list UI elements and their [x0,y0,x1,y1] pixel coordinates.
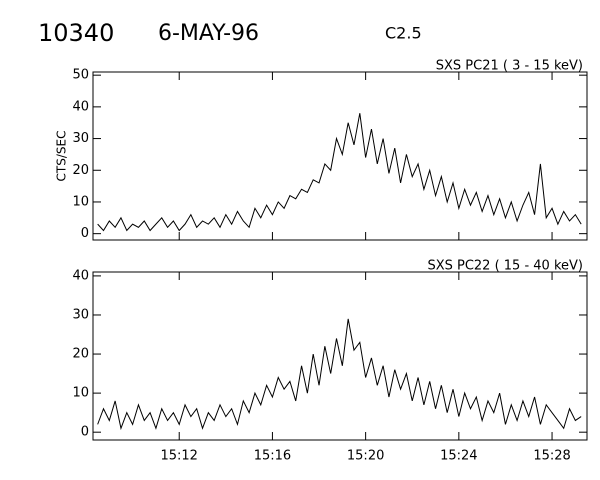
y-tick-label: 50 [72,68,89,83]
y-tick-label: 20 [72,347,89,362]
y-tick-label: 40 [72,99,89,114]
panel-title: SXS PC22 ( 15 - 40 keV) [427,259,583,274]
y-tick-label: 40 [72,268,89,283]
y-tick-label: 30 [72,131,89,146]
flare-class: C2.5 [385,24,422,43]
y-tick-label: 10 [72,194,89,209]
y-tick-label: 20 [72,163,89,178]
data-line [97,113,582,232]
x-tick-label: 15:20 [347,449,384,464]
x-tick-label: 15:12 [160,449,197,464]
plot-frame [92,271,588,441]
plot-frame [92,71,588,241]
x-tick-label: 15:28 [533,449,570,464]
x-tick-label: 15:16 [254,449,291,464]
data-line [97,318,582,431]
y-tick-label: 0 [81,425,89,440]
y-tick-label: 0 [81,226,89,241]
event-id: 10340 [38,19,114,47]
y-axis-label: CTS/SEC [55,131,69,182]
y-tick-label: 30 [72,307,89,322]
x-tick-label: 15:24 [440,449,477,464]
y-tick-label: 10 [72,386,89,401]
panel-title: SXS PC21 ( 3 - 15 keV) [436,59,583,74]
event-date: 6-MAY-96 [158,21,259,46]
